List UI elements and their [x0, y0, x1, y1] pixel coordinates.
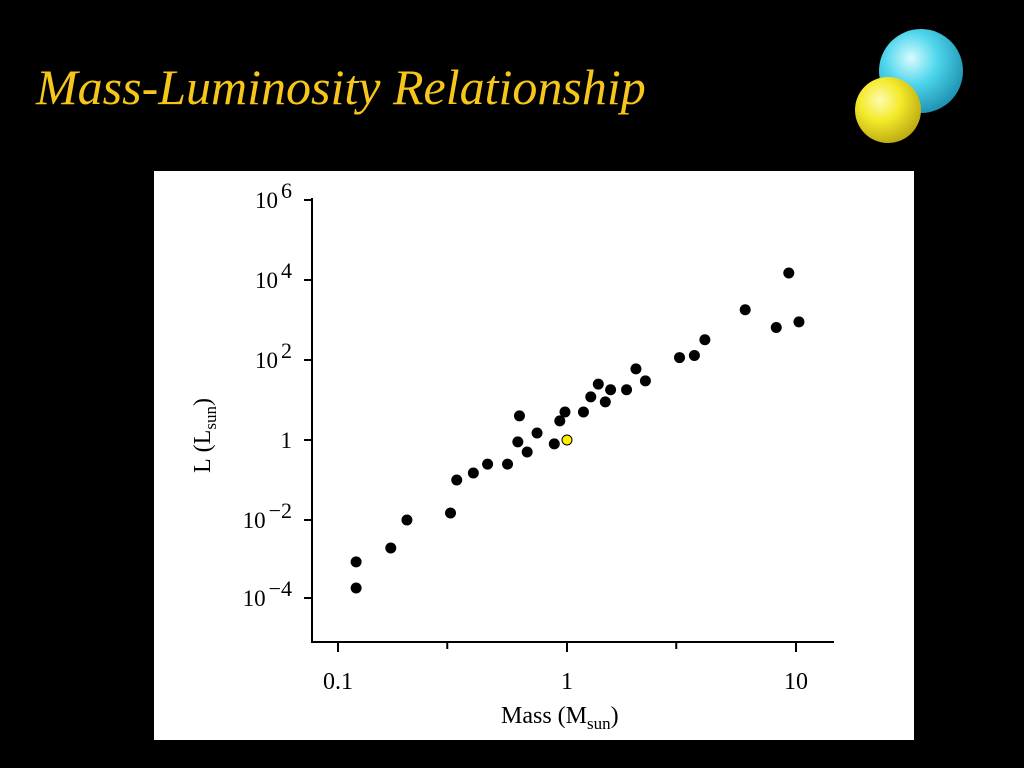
y-tick-label: 10 4	[255, 258, 292, 293]
two-stars-icon	[850, 26, 970, 148]
data-point	[585, 391, 597, 403]
y-tick-label: 1	[281, 428, 293, 453]
data-point	[554, 415, 566, 427]
x-tick-label: 1	[561, 669, 573, 695]
data-point	[783, 267, 795, 279]
x-axis-unit-sub: sun	[587, 714, 611, 733]
y-axis-label: L(Lsun)	[190, 398, 220, 473]
data-point	[621, 384, 633, 396]
data-point	[630, 363, 642, 375]
data-point	[599, 396, 611, 408]
data-point	[639, 375, 651, 387]
yellow-star-icon	[855, 77, 921, 143]
y-tick-label: 10 6	[255, 178, 292, 213]
data-point	[577, 406, 589, 418]
x-ticks: 0.1 1 10	[323, 642, 808, 695]
slide-title: Mass-Luminosity Relationship	[36, 59, 646, 115]
data-point	[521, 446, 533, 458]
data-point	[385, 542, 397, 554]
data-point	[548, 438, 560, 450]
data-point	[699, 334, 711, 346]
data-point	[605, 384, 617, 396]
data-point	[674, 352, 686, 364]
x-axis-label: Mass (Msun)	[501, 703, 619, 733]
y-axis-label-text: L	[190, 458, 216, 473]
data-point	[513, 410, 525, 422]
data-point	[793, 316, 805, 328]
x-tick-label: 0.1	[323, 669, 353, 695]
y-axis-unit-symbol: L	[190, 430, 216, 445]
data-point	[688, 349, 700, 361]
data-point	[350, 582, 362, 594]
data-point	[401, 514, 413, 526]
data-point	[531, 427, 543, 439]
data-point	[592, 378, 604, 390]
x-axis-unit-symbol: M	[566, 703, 587, 729]
x-axis-label-text: Mass	[501, 703, 552, 729]
y-tick-label: 10 −2	[243, 498, 292, 533]
mass-luminosity-chart: 10 6 10 4 10 2 1 10 −2 10 −4 0.1 1 10 Mass (Msun) L(L…	[190, 178, 834, 733]
x-tick-label: 10	[784, 669, 808, 695]
chart-panel: 10 6 10 4 10 2 1 10 −2 10 −4 0.1 1 10 Mass (Msun) L(L…	[154, 171, 914, 740]
data-point	[502, 458, 514, 470]
data-point	[445, 507, 457, 519]
y-axis-unit-sub: sun	[201, 406, 220, 430]
y-tick-label: 10 2	[255, 338, 292, 373]
y-ticks: 10 6 10 4 10 2 1 10 −2 10 −4	[243, 178, 312, 611]
data-point	[559, 406, 571, 418]
data-point	[739, 304, 751, 316]
data-point	[512, 436, 524, 448]
data-point	[770, 321, 782, 333]
data-point	[482, 458, 494, 470]
y-tick-label: 10 −4	[243, 576, 292, 611]
data-points	[350, 267, 805, 594]
data-point	[451, 474, 463, 486]
data-point	[350, 556, 362, 568]
data-point	[467, 467, 479, 479]
sun-data-point	[561, 434, 573, 446]
